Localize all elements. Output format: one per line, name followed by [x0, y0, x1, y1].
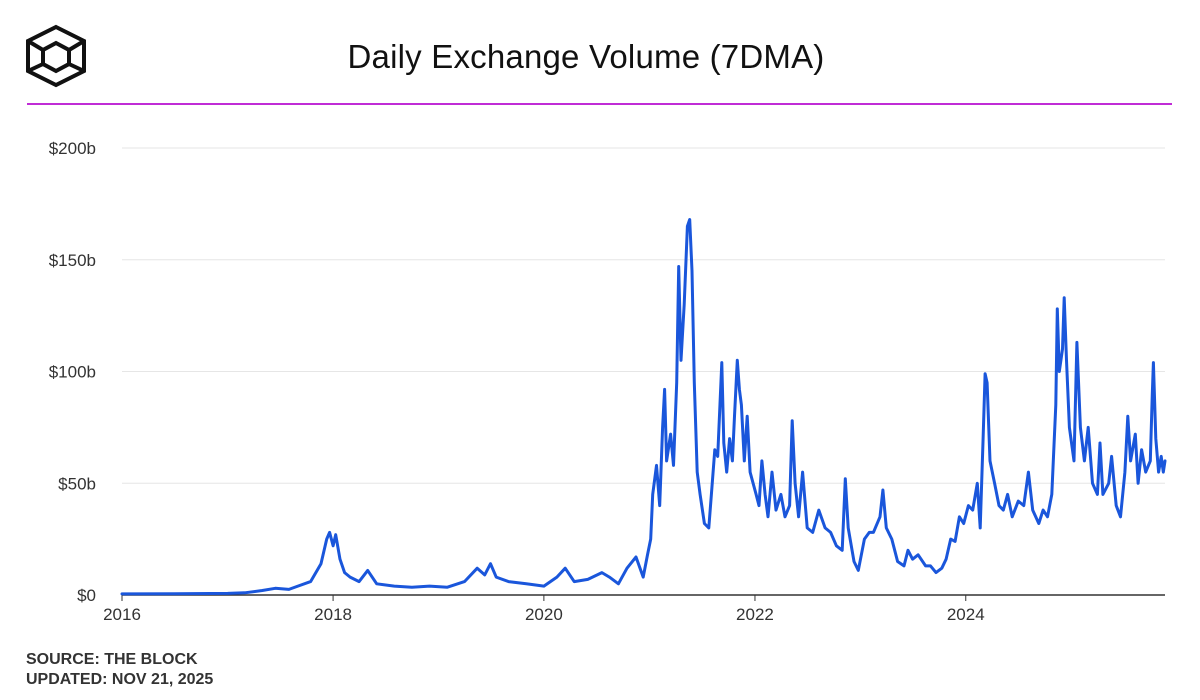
- source-note: SOURCE: THE BLOCK: [26, 651, 198, 668]
- y-tick-label: $100b: [49, 363, 96, 382]
- the-block-logo-icon: [26, 24, 86, 88]
- y-tick-label: $0: [77, 586, 96, 605]
- line-chart: $0$50b$100b$150b$200b 2016 2018 2020 2022 20…: [49, 139, 1167, 624]
- y-tick-label: $50b: [58, 474, 96, 493]
- x-tick-label: 2024: [947, 605, 985, 624]
- x-axis-ticks: 2016 2018 2020 2022 2024: [103, 595, 985, 624]
- volume-series-line: [120, 218, 1167, 596]
- chart-title: Daily Exchange Volume (7DMA): [347, 38, 825, 75]
- title-divider: [27, 103, 1172, 105]
- x-tick-label: 2016: [103, 605, 141, 624]
- x-tick-label: 2020: [525, 605, 563, 624]
- x-tick-label: 2018: [314, 605, 352, 624]
- updated-note: UPDATED: NOV 21, 2025: [26, 671, 214, 688]
- y-tick-label: $200b: [49, 139, 96, 158]
- chart-footer: SOURCE: THE BLOCK UPDATED: NOV 21, 2025: [26, 650, 213, 690]
- grid-lines: [122, 147, 1165, 596]
- chart-header: Daily Exchange Volume (7DMA): [0, 0, 1200, 106]
- x-tick-label: 2022: [736, 605, 774, 624]
- y-axis-ticks: $0 $50b $100b $150b $200b: [49, 139, 96, 605]
- y-tick-label: $150b: [49, 251, 96, 270]
